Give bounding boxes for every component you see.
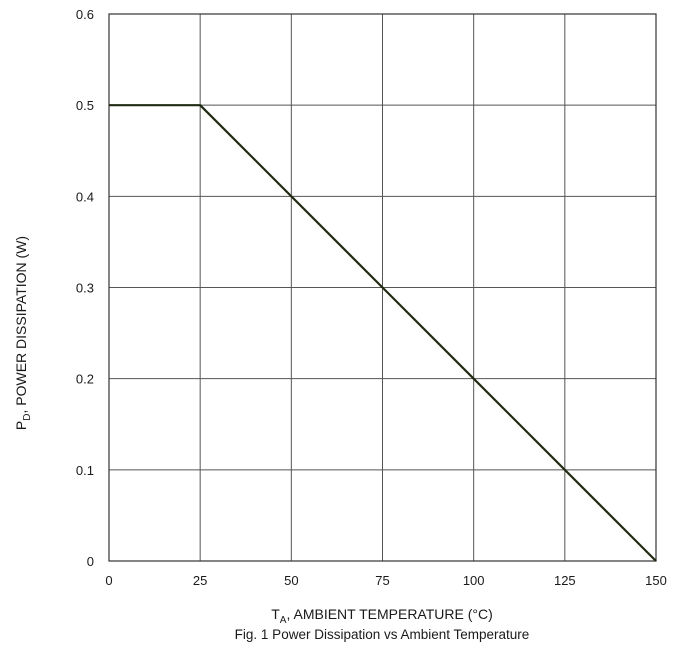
x-tick-label-2: 50 (284, 573, 298, 588)
y-tick-label-5: 0.5 (76, 98, 94, 113)
y-tick-label-3: 0.3 (76, 281, 94, 296)
y-tick-label-1: 0.1 (76, 463, 94, 478)
x-tick-labels: 0 25 50 75 100 125 150 (105, 573, 666, 588)
y-tick-label-4: 0.4 (76, 189, 94, 204)
x-tick-label-4: 100 (463, 573, 485, 588)
y-tick-label-0: 0 (87, 554, 94, 569)
x-tick-label-0: 0 (105, 573, 112, 588)
x-tick-label-5: 125 (554, 573, 576, 588)
x-tick-label-1: 25 (193, 573, 207, 588)
x-tick-label-3: 75 (375, 573, 389, 588)
y-axis-title: PD, POWER DISSIPATION (W) (13, 236, 33, 430)
y-tick-label-2: 0.2 (76, 372, 94, 387)
y-tick-labels: 0 0.1 0.2 0.3 0.4 0.5 0.6 (76, 7, 94, 569)
x-tick-label-6: 150 (645, 573, 667, 588)
y-tick-label-6: 0.6 (76, 7, 94, 22)
figure-caption: Fig. 1 Power Dissipation vs Ambient Temp… (235, 627, 530, 642)
x-axis-title: TA, AMBIENT TEMPERATURE (°C) (271, 606, 493, 626)
